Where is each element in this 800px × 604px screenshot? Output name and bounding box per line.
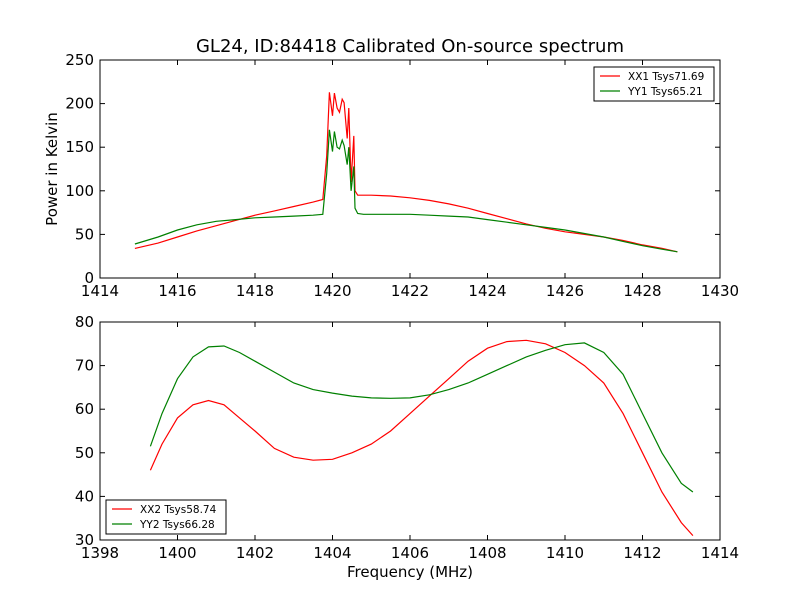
- legend-box: [593, 66, 715, 102]
- x-tick-label: 1430: [701, 282, 739, 300]
- y-tick-label: 250: [65, 51, 94, 69]
- x-tick-label: 1418: [236, 282, 274, 300]
- x-tick-label: 1398: [81, 544, 119, 562]
- chart-title: GL24, ID:84418 Calibrated On-source spec…: [196, 36, 624, 57]
- legend-entry: YY1 Tsys65.21: [627, 86, 703, 98]
- x-tick-label: 1422: [391, 282, 429, 300]
- x-tick-label: 1426: [546, 282, 584, 300]
- x-axis-label: Frequency (MHz): [347, 563, 473, 581]
- y-tick-label: 50: [75, 444, 94, 462]
- y-tick-label: 40: [75, 487, 94, 505]
- legend-entry: XX2 Tsys58.74: [140, 504, 217, 516]
- x-tick-label: 1412: [623, 544, 661, 562]
- x-tick-label: 1420: [313, 282, 351, 300]
- series-line-yy: [149, 342, 694, 493]
- y-tick-label: 60: [75, 400, 94, 418]
- x-tick-label: 1408: [468, 544, 506, 562]
- series-line-xx: [149, 339, 694, 536]
- top-panel: 1414 1416 1418 1420 1422 1424 1426 1428 1430 0 50 1…: [43, 51, 739, 300]
- x-tick-label: 1404: [313, 544, 351, 562]
- x-tick-label: 1424: [468, 282, 506, 300]
- y-tick-label: 150: [65, 138, 94, 156]
- x-tick-label: 1400: [158, 544, 196, 562]
- legend-box: [105, 499, 227, 535]
- x-tick-label: 1416: [158, 282, 196, 300]
- x-tick-label: 1410: [546, 544, 584, 562]
- x-tick-label: 1414: [81, 282, 119, 300]
- y-tick-label: 0: [84, 269, 94, 287]
- y-tick-label: 50: [75, 225, 94, 243]
- x-tick-label: 1402: [236, 544, 274, 562]
- y-tick-label: 200: [65, 95, 94, 113]
- y-tick-label: 80: [75, 313, 94, 331]
- legend-entry: YY2 Tsys66.28: [139, 519, 215, 531]
- y-tick-label: 30: [75, 531, 94, 549]
- legend-entry: XX1 Tsys71.69: [628, 71, 704, 83]
- x-tick-label: 1414: [701, 544, 739, 562]
- x-tick-label: 1406: [391, 544, 429, 562]
- y-tick-label: 70: [75, 357, 94, 375]
- y-axis-label: Power in Kelvin: [43, 112, 61, 226]
- y-tick-label: 100: [65, 182, 94, 200]
- series-line-yy: [134, 129, 678, 253]
- bottom-panel: 1398 1400 1402 1404 1406 1408 1410 1412 1414 30 40…: [75, 313, 739, 581]
- x-tick-label: 1428: [623, 282, 661, 300]
